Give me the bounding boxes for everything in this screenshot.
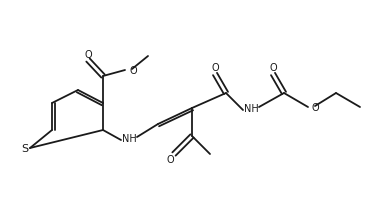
Text: NH: NH (122, 134, 136, 144)
Text: O: O (269, 63, 277, 73)
Text: S: S (22, 144, 28, 154)
Text: O: O (312, 103, 319, 113)
Text: NH: NH (243, 104, 258, 114)
Text: O: O (211, 63, 219, 73)
Text: O: O (129, 66, 137, 76)
Text: O: O (166, 155, 174, 165)
Text: O: O (84, 50, 92, 60)
